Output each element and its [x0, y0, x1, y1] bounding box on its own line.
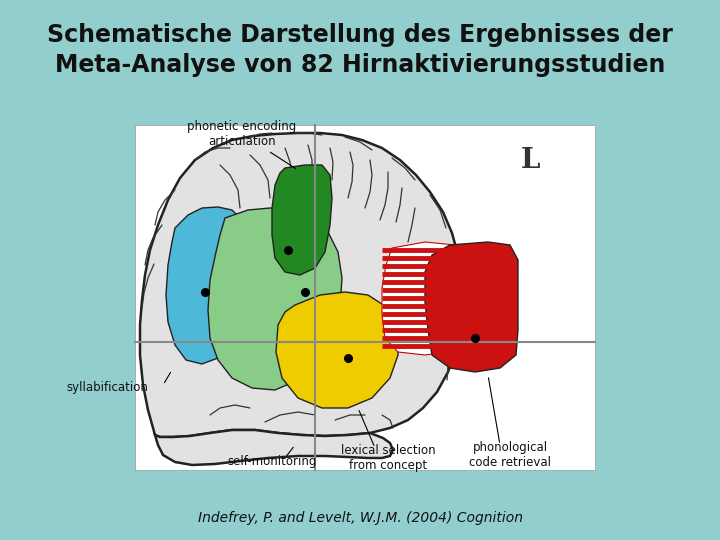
Polygon shape [166, 207, 250, 364]
Polygon shape [208, 208, 342, 390]
Polygon shape [276, 292, 398, 408]
Text: L: L [521, 146, 540, 173]
Polygon shape [425, 242, 518, 372]
Polygon shape [272, 165, 332, 275]
Text: phonological
code retrieval: phonological code retrieval [469, 441, 551, 469]
Text: Meta-Analyse von 82 Hirnaktivierungsstudien: Meta-Analyse von 82 Hirnaktivierungsstud… [55, 53, 665, 77]
Text: self-monitoring: self-monitoring [228, 456, 317, 469]
Text: phonetic encoding
articulation: phonetic encoding articulation [187, 120, 297, 168]
Text: syllabification: syllabification [66, 381, 148, 395]
Polygon shape [155, 430, 393, 465]
Text: Schematische Darstellung des Ergebnisses der: Schematische Darstellung des Ergebnisses… [47, 23, 673, 47]
Polygon shape [140, 133, 463, 437]
Polygon shape [382, 242, 470, 355]
Text: Indefrey, P. and Levelt, W.J.M. (2004) Cognition: Indefrey, P. and Levelt, W.J.M. (2004) C… [197, 511, 523, 525]
Text: lexical selection
from concept: lexical selection from concept [341, 444, 436, 472]
Bar [135, 125, 595, 470]
